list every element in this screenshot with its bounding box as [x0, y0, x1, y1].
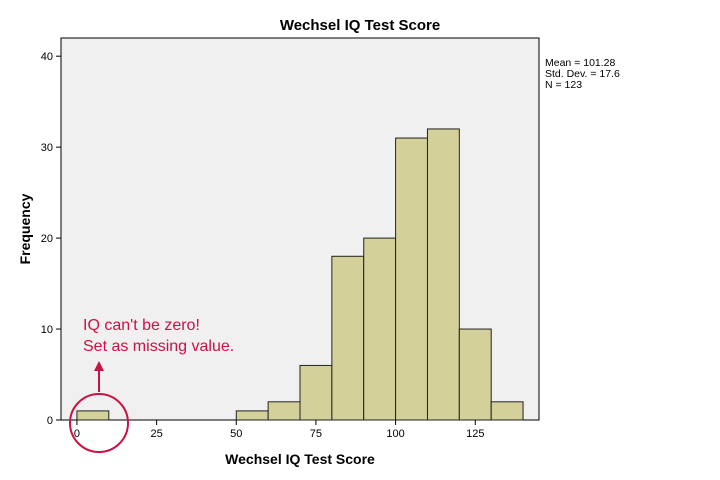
histogram-bar [426, 128, 460, 421]
histogram-bar [363, 237, 397, 421]
x-tick-label: 50 [230, 428, 242, 440]
x-tick-label: 0 [74, 428, 80, 440]
histogram-bar [267, 401, 301, 421]
histogram-bar [331, 255, 365, 421]
y-tick-label: 30 [41, 142, 53, 154]
y-axis-label: Frequency [17, 193, 33, 264]
y-tick-label: 10 [41, 324, 53, 336]
annotation-text: Set as missing value. [83, 338, 234, 355]
histogram-bar [490, 401, 524, 421]
histogram-bar [458, 328, 492, 421]
histogram-bar [235, 410, 269, 421]
x-tick-label: 100 [386, 428, 404, 440]
x-tick-label: 25 [150, 428, 162, 440]
annotation-group: IQ can't be zero! Set as missing value. [69, 317, 234, 453]
y-tick-label: 20 [41, 233, 53, 245]
annotation-arrowhead [94, 361, 104, 371]
annotation-text: IQ can't be zero! [83, 317, 200, 334]
chart-title: Wechsel IQ Test Score [280, 17, 440, 34]
y-tick-label: 0 [47, 415, 53, 427]
statistic-line: Std. Dev. = 17.6 [545, 68, 620, 80]
statistic-line: Mean = 101.28 [545, 57, 616, 69]
x-axis: 0 25 50 75 100 125 [74, 420, 484, 440]
histogram-bar [76, 410, 110, 421]
histogram-bar [395, 137, 428, 421]
annotation-circle [69, 393, 129, 453]
histogram-bar [299, 364, 333, 421]
y-tick-label: 40 [41, 51, 53, 63]
x-tick-label: 75 [310, 428, 322, 440]
y-axis: 0 10 20 30 40 [41, 51, 61, 427]
statistic-line: N = 123 [545, 79, 582, 91]
bars-group [76, 128, 524, 421]
x-axis-label: Wechsel IQ Test Score [225, 451, 375, 467]
x-tick-label: 125 [466, 428, 484, 440]
